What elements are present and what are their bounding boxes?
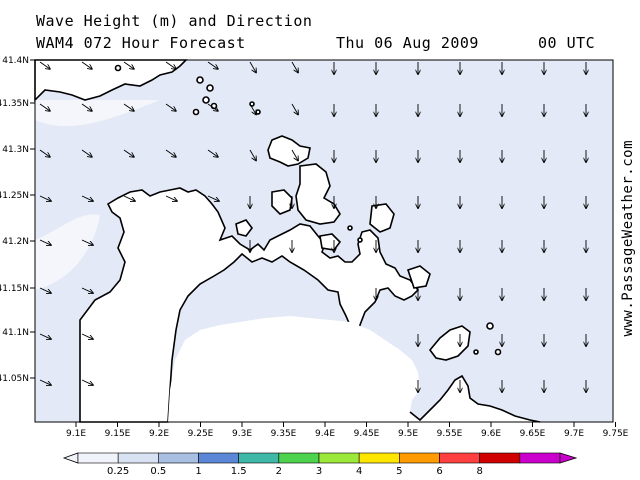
wave-direction-arrow <box>291 61 298 72</box>
legend-swatch <box>439 452 480 464</box>
wave-direction-arrow <box>81 333 93 339</box>
wave-direction-arrow <box>39 333 51 339</box>
legend-swatch <box>278 452 320 464</box>
lon-label: 9.55E <box>437 429 463 439</box>
legend-swatch <box>77 452 119 464</box>
lon-label: 9.65E <box>520 429 546 439</box>
wave-direction-arrow <box>165 103 176 111</box>
wave-direction-arrow <box>291 103 298 114</box>
wave-direction-arrow <box>39 61 50 69</box>
island-maddalena <box>267 135 311 167</box>
lon-label: 9.5E <box>398 429 418 439</box>
lat-label: 41.25N <box>0 191 29 201</box>
legend-tick-label: 0.5 <box>150 466 166 477</box>
wave-direction-arrow <box>165 149 176 157</box>
wave-direction-arrow <box>207 149 218 157</box>
legend-tick-label: 5 <box>396 466 402 477</box>
lon-label: 9.15E <box>105 429 131 439</box>
legend-tick-label: 4 <box>356 466 362 477</box>
wave-direction-arrow <box>207 103 218 111</box>
wave-direction-arrow <box>249 61 256 72</box>
lon-label: 9.7E <box>564 429 584 439</box>
wave-direction-arrow <box>165 61 176 69</box>
wave-direction-arrow <box>39 149 50 157</box>
forecast-model: WAM4 072 Hour Forecast <box>36 34 246 52</box>
island-santo-stefano <box>319 233 342 251</box>
wave-direction-arrow <box>39 195 51 201</box>
lat-label: 41.15N <box>0 284 29 294</box>
legend-tick-label: 0.25 <box>107 466 129 477</box>
legend-swatch <box>399 452 440 464</box>
island-soffi <box>406 265 431 289</box>
lon-label: 9.75E <box>603 429 629 439</box>
wave-direction-arrow <box>207 195 219 201</box>
island-caprera <box>295 163 341 225</box>
wave-direction-arrow <box>81 61 92 69</box>
lat-label: 41.2N <box>2 237 29 247</box>
wave-direction-arrow <box>81 103 92 111</box>
wave-direction-arrow <box>291 149 298 160</box>
coastline <box>34 59 541 423</box>
gallura-coast <box>168 316 540 422</box>
legend-high-arrow <box>559 452 578 464</box>
legend-tick-label: 8 <box>476 466 482 477</box>
legend-swatch <box>198 452 239 464</box>
wave-direction-arrow <box>81 195 93 201</box>
legend-tick-label: 3 <box>316 466 322 477</box>
wave-direction-arrow <box>81 149 92 157</box>
lon-label: 9.45E <box>354 429 380 439</box>
low-wave-zone <box>35 214 100 290</box>
legend-tick-label: 1.5 <box>231 466 247 477</box>
map-title: Wave Height (m) and Direction <box>36 12 313 30</box>
wave-direction-arrow <box>39 287 51 293</box>
wave-direction-arrow <box>39 103 50 111</box>
wave-direction-arrow <box>81 239 93 245</box>
lon-label: 9.1E <box>66 429 86 439</box>
island-budelli <box>271 189 293 215</box>
wave-height-legend: 0.25 0.5 1 1.5 2 3 4 5 6 8 <box>62 452 578 477</box>
forecast-time: 00 UTC <box>538 34 596 52</box>
legend-tick-label: 1 <box>195 466 201 477</box>
lon-label: 9.3E <box>232 429 252 439</box>
legend-swatch <box>358 452 400 464</box>
wave-direction-arrow <box>123 195 135 201</box>
legend-swatch <box>318 452 360 464</box>
legend-low-arrow <box>62 452 79 464</box>
legend-tick-label: 6 <box>436 466 442 477</box>
website-credit: www.PassageWeather.com <box>620 140 636 337</box>
lon-label: 9.6E <box>481 429 501 439</box>
legend-swatch <box>519 452 561 464</box>
wave-direction-arrow <box>39 379 51 385</box>
lat-label: 41.05N <box>0 374 29 384</box>
lon-label: 9.2E <box>149 429 169 439</box>
forecast-date: Thu 06 Aug 2009 <box>336 34 479 52</box>
legend-swatch <box>158 452 199 464</box>
gallura-shore <box>409 374 541 423</box>
lat-label: 41.4N <box>2 56 29 66</box>
island-spargi <box>235 219 253 237</box>
legend-swatch <box>479 452 521 464</box>
wave-direction-arrow <box>165 195 177 201</box>
wave-direction-arrow <box>81 379 93 385</box>
wave-direction-arrow <box>81 287 93 293</box>
wave-direction-arrow <box>123 149 134 157</box>
legend-tick-label: 2 <box>276 466 282 477</box>
lat-label: 41.1N <box>2 328 29 338</box>
wave-direction-arrow <box>123 103 134 111</box>
wave-direction-arrow <box>39 239 51 245</box>
wave-direction-arrow <box>249 149 256 160</box>
lon-label: 9.4E <box>315 429 335 439</box>
lat-label: 41.3N <box>2 145 29 155</box>
sardinia-coast <box>79 187 420 423</box>
wave-direction-arrow <box>207 61 218 69</box>
wave-direction-arrow <box>249 103 256 114</box>
lon-label: 9.25E <box>188 429 214 439</box>
legend-swatch <box>238 452 280 464</box>
island-mortorio <box>369 203 395 233</box>
legend-swatch <box>117 452 159 464</box>
wave-direction-arrow <box>123 61 134 69</box>
lat-label: 41.35N <box>0 99 29 109</box>
lon-label: 9.35E <box>271 429 297 439</box>
